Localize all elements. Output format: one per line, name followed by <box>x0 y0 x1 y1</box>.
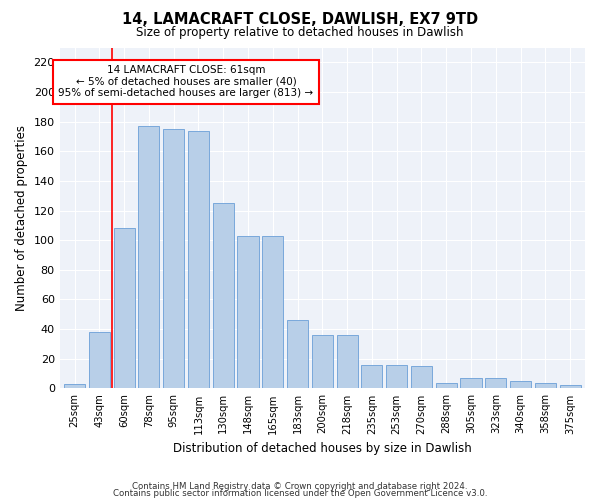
Bar <box>535 382 556 388</box>
Bar <box>113 228 134 388</box>
Bar <box>510 381 531 388</box>
Bar <box>139 126 160 388</box>
Y-axis label: Number of detached properties: Number of detached properties <box>15 125 28 311</box>
Bar <box>560 386 581 388</box>
Bar <box>89 332 110 388</box>
X-axis label: Distribution of detached houses by size in Dawlish: Distribution of detached houses by size … <box>173 442 472 455</box>
Text: Contains HM Land Registry data © Crown copyright and database right 2024.: Contains HM Land Registry data © Crown c… <box>132 482 468 491</box>
Bar <box>287 320 308 388</box>
Bar <box>238 236 259 388</box>
Text: 14, LAMACRAFT CLOSE, DAWLISH, EX7 9TD: 14, LAMACRAFT CLOSE, DAWLISH, EX7 9TD <box>122 12 478 28</box>
Bar <box>163 129 184 388</box>
Bar <box>411 366 432 388</box>
Bar <box>386 364 407 388</box>
Bar <box>212 203 234 388</box>
Bar <box>485 378 506 388</box>
Bar <box>64 384 85 388</box>
Bar <box>188 130 209 388</box>
Bar <box>436 382 457 388</box>
Bar <box>337 335 358 388</box>
Bar <box>312 335 333 388</box>
Bar <box>460 378 482 388</box>
Text: 14 LAMACRAFT CLOSE: 61sqm
← 5% of detached houses are smaller (40)
95% of semi-d: 14 LAMACRAFT CLOSE: 61sqm ← 5% of detach… <box>58 66 314 98</box>
Bar <box>262 236 283 388</box>
Text: Contains public sector information licensed under the Open Government Licence v3: Contains public sector information licen… <box>113 490 487 498</box>
Bar <box>361 364 382 388</box>
Text: Size of property relative to detached houses in Dawlish: Size of property relative to detached ho… <box>136 26 464 39</box>
